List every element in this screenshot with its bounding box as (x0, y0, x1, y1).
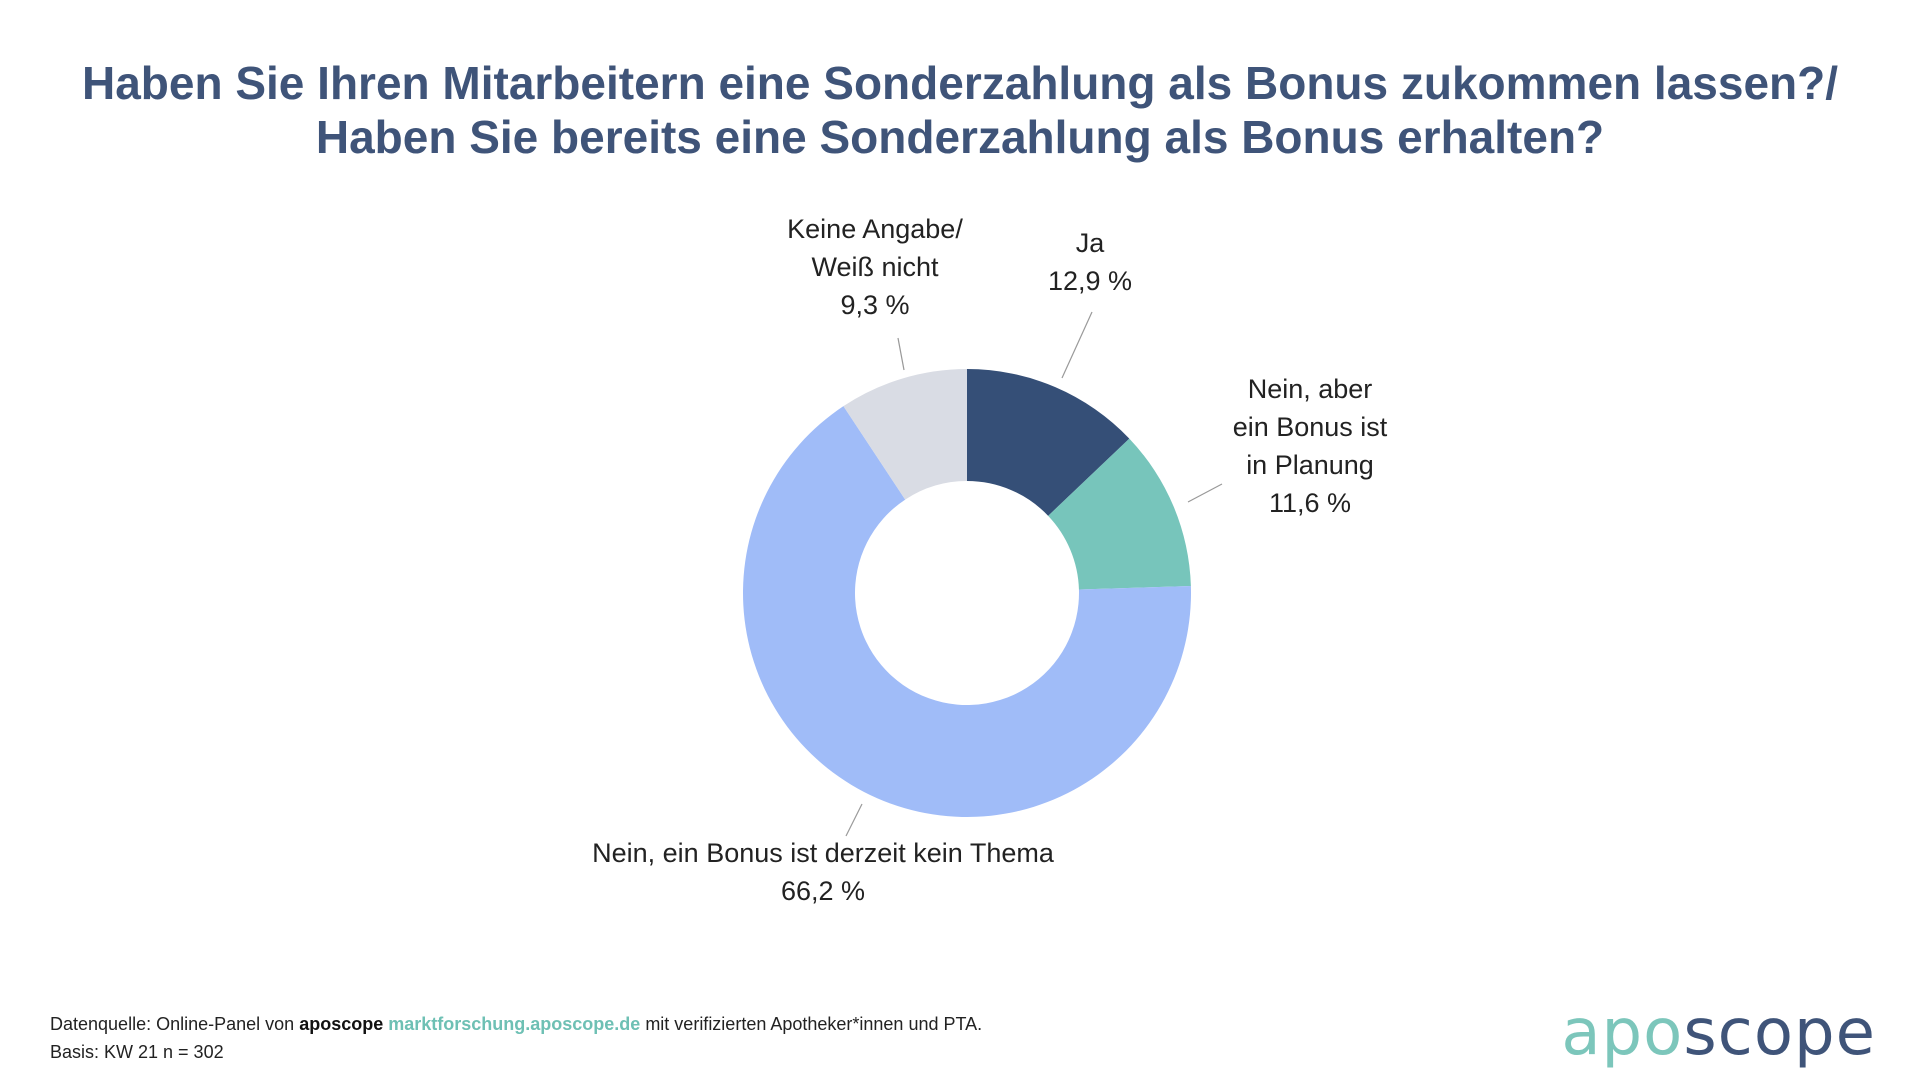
slice-nein-ein-bonus-ist-derzeit-kein-thema (743, 406, 1191, 818)
source-suffix: mit verifizierten Apotheker*innen und PT… (645, 1014, 983, 1034)
leader-line-2 (845, 803, 863, 837)
aposcope-logo: aposcope (1561, 998, 1876, 1068)
donut-slices (743, 369, 1191, 818)
slice-label-3-line-1: Weiß nicht (811, 252, 939, 282)
slice-label-3-line-2: 9,3 % (840, 290, 909, 320)
logo-part-apo: apo (1561, 996, 1684, 1070)
chart-title-line-1: Haben Sie Ihren Mitarbeitern eine Sonder… (81, 57, 1839, 109)
slice-nein-aber-ein-bonus-ist-in-planung (1048, 438, 1191, 590)
source-brand: aposcope (299, 1014, 384, 1034)
slice-ja (967, 369, 1130, 516)
logo-part-scope: scope (1683, 996, 1876, 1070)
leader-line-0 (1061, 311, 1093, 379)
leader-line-1 (1187, 483, 1223, 503)
source-url-link[interactable]: marktforschung.aposcope.de (388, 1014, 641, 1034)
slice-label-2: Nein, ein Bonus ist derzeit kein Thema 66… (592, 838, 1055, 906)
footer-source: Datenquelle: Online-Panel von aposcope m… (50, 1010, 982, 1066)
slice-label-1-line-0: Nein, aber (1248, 374, 1373, 404)
slice-label-0: Ja 12,9 % (1048, 228, 1132, 296)
slice-label-3: Keine Angabe/Weiß nicht 9,3 % (787, 214, 963, 320)
slice-label-1-line-2: in Planung (1246, 450, 1374, 480)
slice-keine-angabe-weiß-nicht (843, 369, 967, 500)
slice-label-0-line-1: 12,9 % (1048, 266, 1132, 296)
chart-title-line-2: Haben Sie bereits eine Sonderzahlung als… (315, 111, 1605, 163)
source-prefix: Datenquelle: Online-Panel von (50, 1014, 295, 1034)
slice-label-1-line-3: 11,6 % (1269, 488, 1351, 518)
footer-basis: Basis: KW 21 n = 302 (50, 1042, 224, 1062)
slice-labels: Ja 12,9 % Nein, aber ein Bonus ist in Planun… (592, 214, 1388, 906)
footer-source-line: Datenquelle: Online-Panel von aposcope m… (50, 1010, 982, 1038)
chart-title: Haben Sie Ihren Mitarbeitern eine Sonder… (0, 56, 1920, 164)
slice-label-3-line-0: Keine Angabe/ (787, 214, 963, 244)
slice-label-2-line-1: 66,2 % (781, 876, 865, 906)
slice-label-1-line-1: ein Bonus ist (1233, 412, 1388, 442)
slice-label-0-line-0: Ja (1076, 228, 1106, 258)
slice-label-2-line-0: Nein, ein Bonus ist derzeit kein Thema (592, 838, 1055, 868)
slice-label-1: Nein, aber ein Bonus ist in Planung 11,6 % (1233, 374, 1388, 518)
leader-line-3 (897, 337, 905, 371)
label-leader-lines (845, 311, 1223, 837)
